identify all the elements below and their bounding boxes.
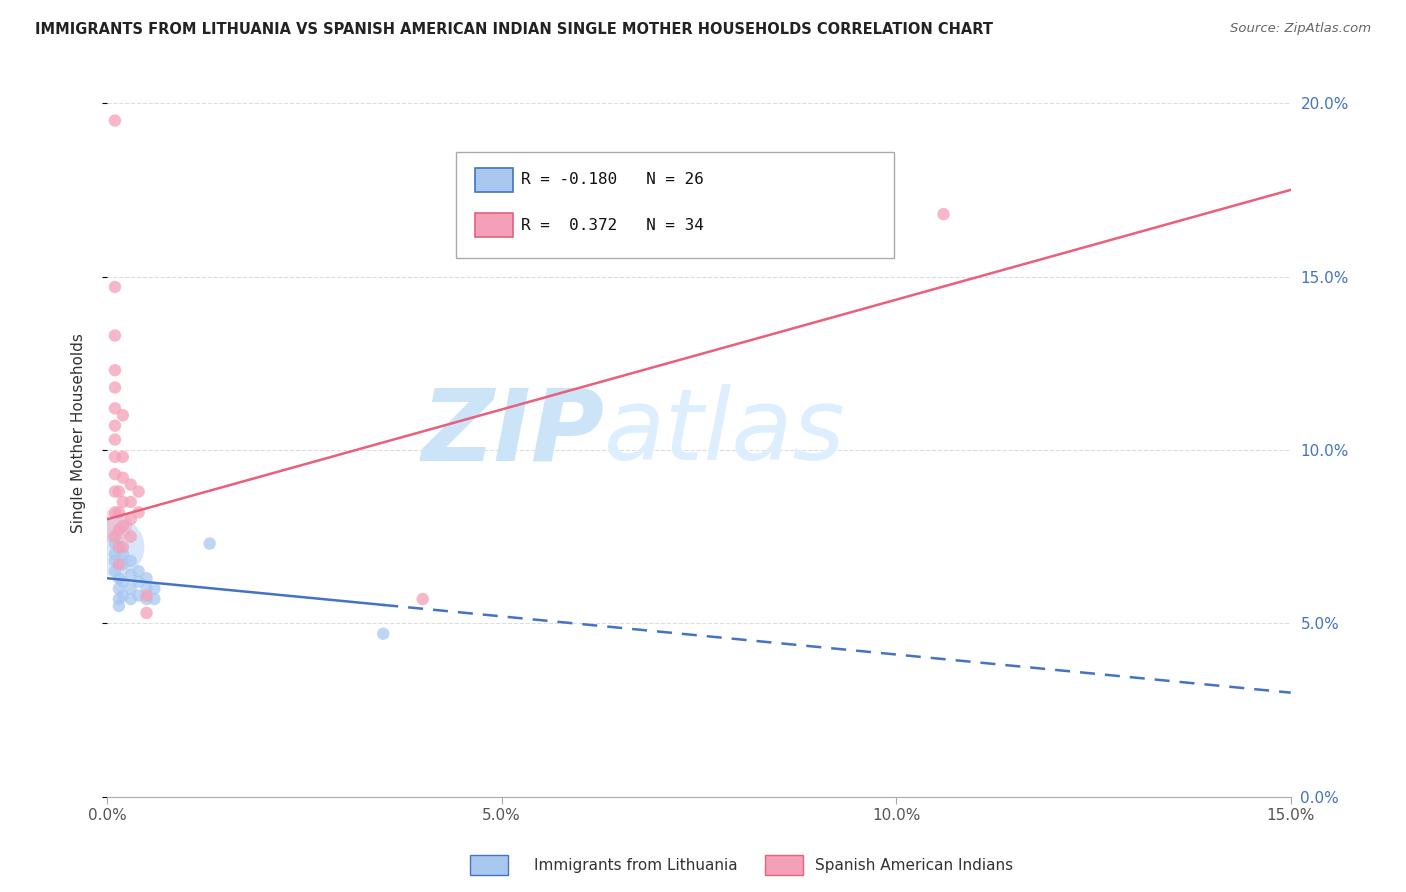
Point — [104, 519, 127, 533]
Point — [135, 589, 157, 603]
Point — [108, 505, 131, 519]
Point — [104, 540, 127, 554]
Point — [104, 554, 127, 568]
Point — [111, 519, 134, 533]
Point — [120, 592, 142, 607]
Point — [111, 540, 134, 554]
Point — [108, 571, 131, 585]
Point — [120, 582, 142, 596]
Point — [135, 571, 157, 585]
Point — [111, 450, 134, 464]
Point — [412, 592, 434, 607]
Point — [104, 328, 127, 343]
Text: Source: ZipAtlas.com: Source: ZipAtlas.com — [1230, 22, 1371, 36]
Point — [104, 433, 127, 447]
Point — [108, 582, 131, 596]
Point — [120, 477, 142, 491]
Point — [104, 530, 127, 544]
Point — [120, 495, 142, 509]
Point — [128, 505, 150, 519]
Point — [104, 113, 127, 128]
Point — [111, 547, 134, 561]
Point — [128, 484, 150, 499]
Point — [120, 554, 142, 568]
Point — [108, 592, 131, 607]
Point — [108, 523, 131, 537]
Point — [104, 380, 127, 394]
Point — [104, 450, 127, 464]
Point — [104, 484, 127, 499]
Text: Immigrants from Lithuania: Immigrants from Lithuania — [534, 858, 738, 872]
Point — [108, 540, 131, 554]
Point — [104, 418, 127, 433]
Text: atlas: atlas — [605, 384, 846, 481]
FancyBboxPatch shape — [475, 213, 513, 236]
Point — [373, 626, 395, 640]
Point — [932, 207, 955, 221]
Point — [128, 564, 150, 578]
Point — [104, 505, 127, 519]
Point — [108, 599, 131, 613]
FancyBboxPatch shape — [457, 153, 894, 258]
Point — [104, 280, 127, 294]
Point — [120, 567, 142, 582]
Point — [198, 536, 221, 550]
Point — [135, 606, 157, 620]
Point — [120, 530, 142, 544]
Text: R =  0.372   N = 34: R = 0.372 N = 34 — [522, 218, 704, 233]
Point — [135, 582, 157, 596]
Y-axis label: Single Mother Households: Single Mother Households — [72, 333, 86, 533]
Point — [108, 558, 131, 572]
Point — [111, 558, 134, 572]
Point — [111, 409, 134, 423]
Point — [104, 536, 127, 550]
Point — [120, 512, 142, 526]
Point — [111, 574, 134, 589]
Text: R = -0.180   N = 26: R = -0.180 N = 26 — [522, 172, 704, 187]
Point — [128, 574, 150, 589]
Point — [104, 467, 127, 482]
Text: Spanish American Indians: Spanish American Indians — [815, 858, 1014, 872]
Point — [135, 592, 157, 607]
Point — [108, 484, 131, 499]
Point — [104, 401, 127, 416]
FancyBboxPatch shape — [475, 169, 513, 192]
Point — [104, 363, 127, 377]
Point — [104, 564, 127, 578]
Point — [143, 582, 166, 596]
Point — [111, 471, 134, 485]
Point — [111, 495, 134, 509]
Point — [104, 547, 127, 561]
Point — [143, 592, 166, 607]
Text: ZIP: ZIP — [422, 384, 605, 481]
Point — [128, 589, 150, 603]
Text: IMMIGRANTS FROM LITHUANIA VS SPANISH AMERICAN INDIAN SINGLE MOTHER HOUSEHOLDS CO: IMMIGRANTS FROM LITHUANIA VS SPANISH AME… — [35, 22, 993, 37]
Point — [111, 589, 134, 603]
